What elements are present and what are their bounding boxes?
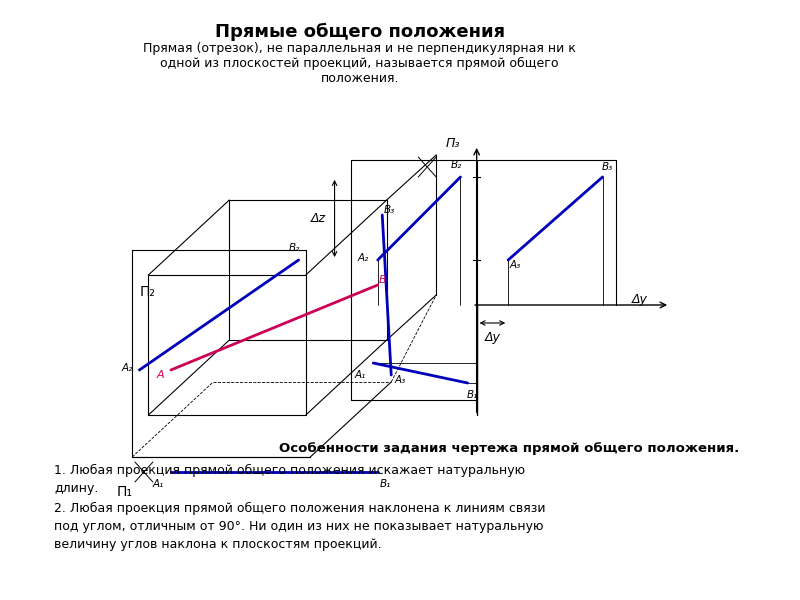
Text: A₁: A₁ xyxy=(354,370,366,380)
Text: B₁: B₁ xyxy=(466,390,478,400)
Text: Прямые общего положения: Прямые общего положения xyxy=(214,23,505,41)
Text: B₃: B₃ xyxy=(384,205,395,215)
Text: величину углов наклона к плоскостям проекций.: величину углов наклона к плоскостям прое… xyxy=(54,538,382,551)
Text: Δy: Δy xyxy=(485,331,500,343)
Text: B₂: B₂ xyxy=(450,160,462,170)
Text: Δz: Δz xyxy=(311,212,326,225)
Text: П₂: П₂ xyxy=(139,285,155,299)
Text: под углом, отличным от 90°. Ни один из них не показывает натуральную: под углом, отличным от 90°. Ни один из н… xyxy=(54,520,543,533)
Text: B: B xyxy=(378,275,386,285)
Text: A₂: A₂ xyxy=(358,253,369,263)
Text: B₃: B₃ xyxy=(602,162,613,172)
Text: B₂: B₂ xyxy=(289,243,300,253)
Text: B₁: B₁ xyxy=(379,479,390,489)
Text: A₃: A₃ xyxy=(394,375,406,385)
Text: A₁: A₁ xyxy=(153,479,164,489)
Text: Особенности задания чертежа прямой общего положения.: Особенности задания чертежа прямой общег… xyxy=(279,442,739,455)
Text: 2. Любая проекция прямой общего положения наклонена к линиям связи: 2. Любая проекция прямой общего положени… xyxy=(54,502,546,515)
Text: Δy: Δy xyxy=(632,293,648,307)
Text: П₁: П₁ xyxy=(117,485,133,499)
Text: Прямая (отрезок), не параллельная и не перпендикулярная ни к
одной из плоскостей: Прямая (отрезок), не параллельная и не п… xyxy=(143,42,576,85)
Text: 1. Любая проекция прямой общего положения искажает натуральную: 1. Любая проекция прямой общего положени… xyxy=(54,464,525,477)
Text: A₂: A₂ xyxy=(121,363,133,373)
Text: П₃: П₃ xyxy=(445,137,459,150)
Text: A₃: A₃ xyxy=(510,260,521,270)
Text: A: A xyxy=(156,370,164,380)
Text: длину.: длину. xyxy=(54,482,98,495)
